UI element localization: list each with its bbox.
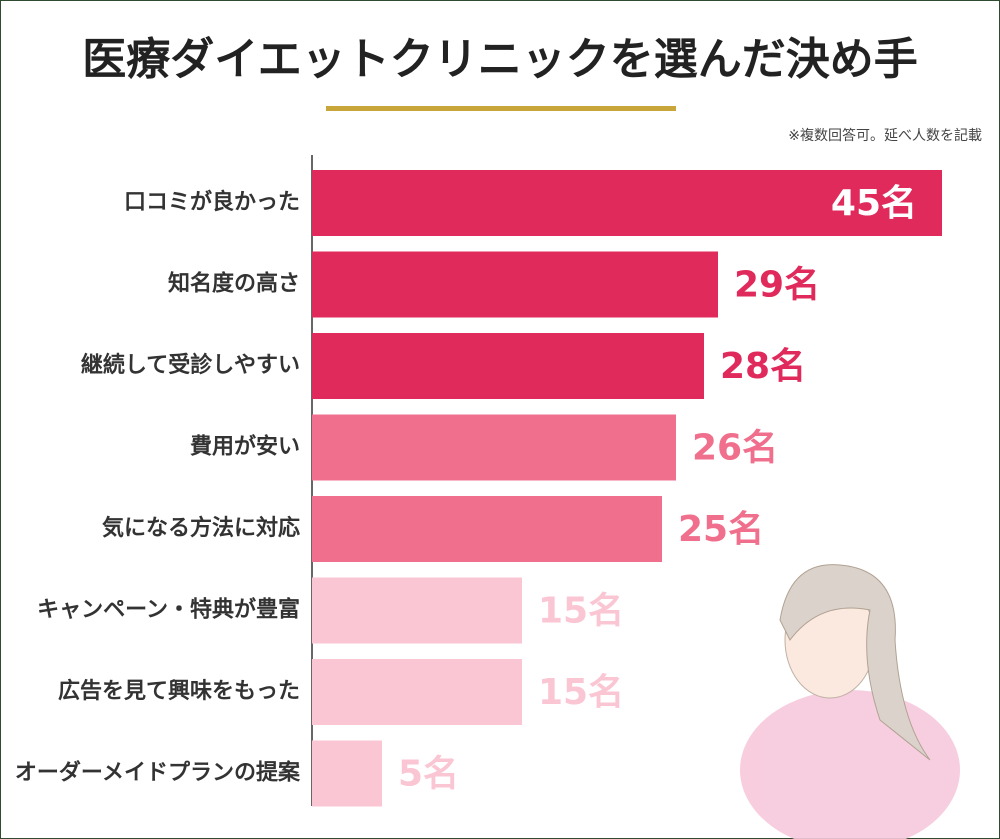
category-label: キャンペーン・特典が豊富 (37, 597, 300, 623)
bar (312, 251, 718, 318)
category-label: 知名度の高さ (168, 271, 300, 297)
illustration (740, 564, 960, 839)
value-label: 15名 (538, 672, 624, 713)
bar (312, 659, 522, 725)
value-label: 45名 (831, 183, 917, 224)
category-label: 口コミが良かった (124, 189, 300, 215)
bar (312, 577, 522, 644)
note: ※複数回答可。延べ人数を記載 (788, 127, 982, 144)
value-label: 25名 (678, 509, 764, 550)
bar (312, 414, 676, 481)
value-label: 26名 (692, 428, 778, 469)
value-label: 15名 (538, 591, 624, 632)
category-label: オーダーメイドプランの提案 (15, 760, 301, 786)
category-label: 広告を見て興味をもった (58, 678, 300, 704)
category-label: 気になる方法に対応 (102, 515, 300, 541)
value-label: 29名 (734, 265, 820, 306)
bar (312, 740, 382, 807)
bar (312, 496, 662, 562)
title-underline (326, 106, 676, 111)
chart-title: 医療ダイエットクリニックを選んだ決め手 (82, 34, 918, 85)
value-label: 28名 (720, 346, 806, 387)
category-label: 費用が安い (190, 434, 300, 460)
bar (312, 170, 942, 236)
category-label: 継続して受診しやすい (81, 352, 300, 378)
value-label: 5名 (398, 754, 459, 795)
bar (312, 333, 704, 399)
